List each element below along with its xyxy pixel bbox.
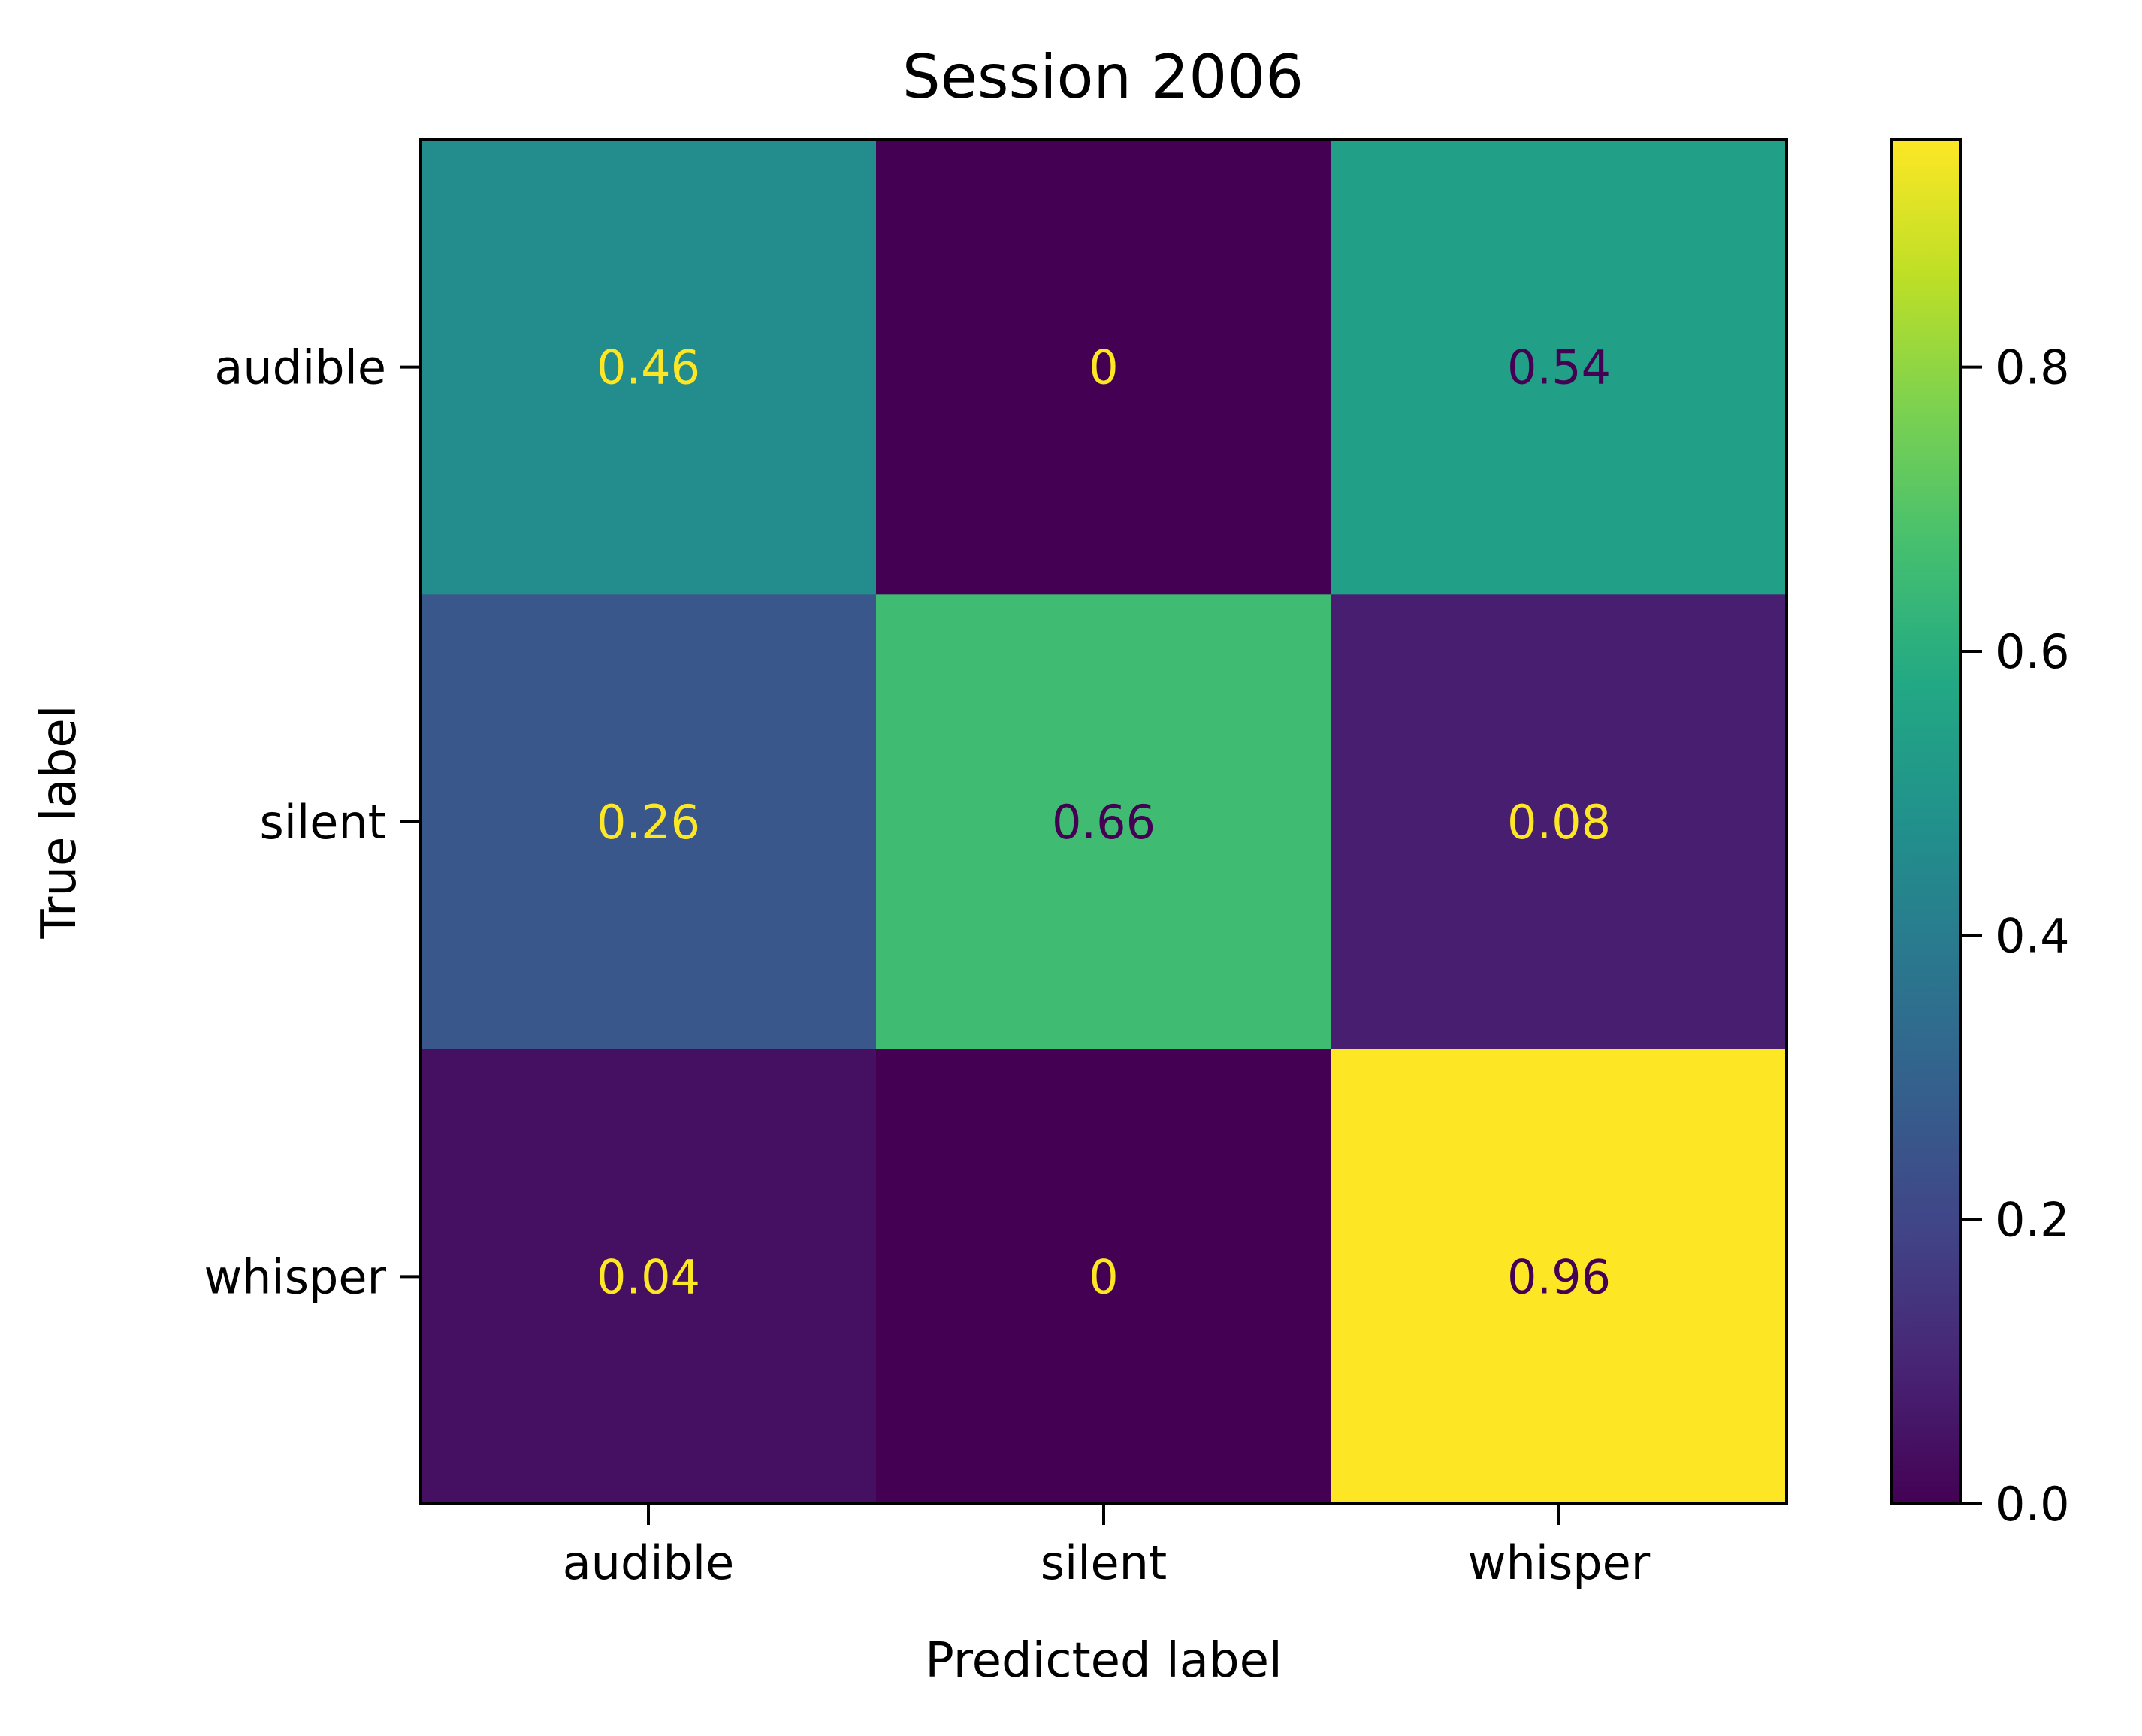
heatmap-cell — [876, 1049, 1332, 1505]
x-tick-label: whisper — [1468, 1535, 1651, 1590]
y-axis-label: True label — [32, 705, 87, 939]
x-axis-ticks: audible silent whisper — [563, 1504, 1651, 1590]
chart-title: Session 2006 — [902, 42, 1304, 112]
y-tick-label: whisper — [204, 1249, 386, 1304]
heatmap-cell — [876, 140, 1332, 595]
heatmap-cells — [421, 140, 1787, 1505]
cell-value-label: 0.54 — [1507, 340, 1611, 395]
heatmap-cell — [421, 1049, 877, 1505]
cell-value-label: 0.08 — [1507, 795, 1611, 850]
cell-value-label: 0.46 — [597, 340, 700, 395]
colorbar-tick-label: 0.8 — [1995, 340, 2070, 395]
x-tick-label: audible — [563, 1535, 735, 1590]
cell-value-label: 0.96 — [1507, 1249, 1611, 1304]
y-axis-ticks: audible silent whisper — [204, 340, 421, 1304]
x-axis-label: Predicted label — [925, 1633, 1282, 1689]
cell-value-label: 0 — [1089, 340, 1118, 395]
colorbar — [1890, 138, 1962, 1505]
colorbar-ticks: 0.0 0.2 0.4 0.6 0.8 — [1961, 340, 2070, 1532]
colorbar-tick-label: 0.0 — [1995, 1477, 2070, 1532]
heatmap-cell-labels: 0.46 0 0.54 0.26 0.66 0.08 0.04 0 0.96 — [597, 340, 1611, 1305]
cell-value-label: 0.04 — [597, 1249, 700, 1304]
y-tick-label: silent — [259, 795, 386, 850]
cell-value-label: 0 — [1089, 1249, 1118, 1304]
y-tick-label: audible — [214, 340, 386, 395]
colorbar-tick-label: 0.2 — [1995, 1193, 2070, 1248]
heatmap-cell — [421, 140, 877, 595]
x-tick-label: silent — [1041, 1535, 1168, 1590]
cell-value-label: 0.66 — [1052, 795, 1156, 850]
heatmap-cell — [1331, 140, 1787, 595]
heatmap-cell — [876, 594, 1332, 1050]
heatmap-cell — [1331, 1049, 1787, 1505]
heatmap-cell — [421, 594, 877, 1050]
cell-value-label: 0.26 — [597, 795, 700, 850]
colorbar-tick-label: 0.6 — [1995, 624, 2070, 679]
heatmap-cell — [1331, 594, 1787, 1050]
colorbar-tick-label: 0.4 — [1995, 908, 2070, 963]
